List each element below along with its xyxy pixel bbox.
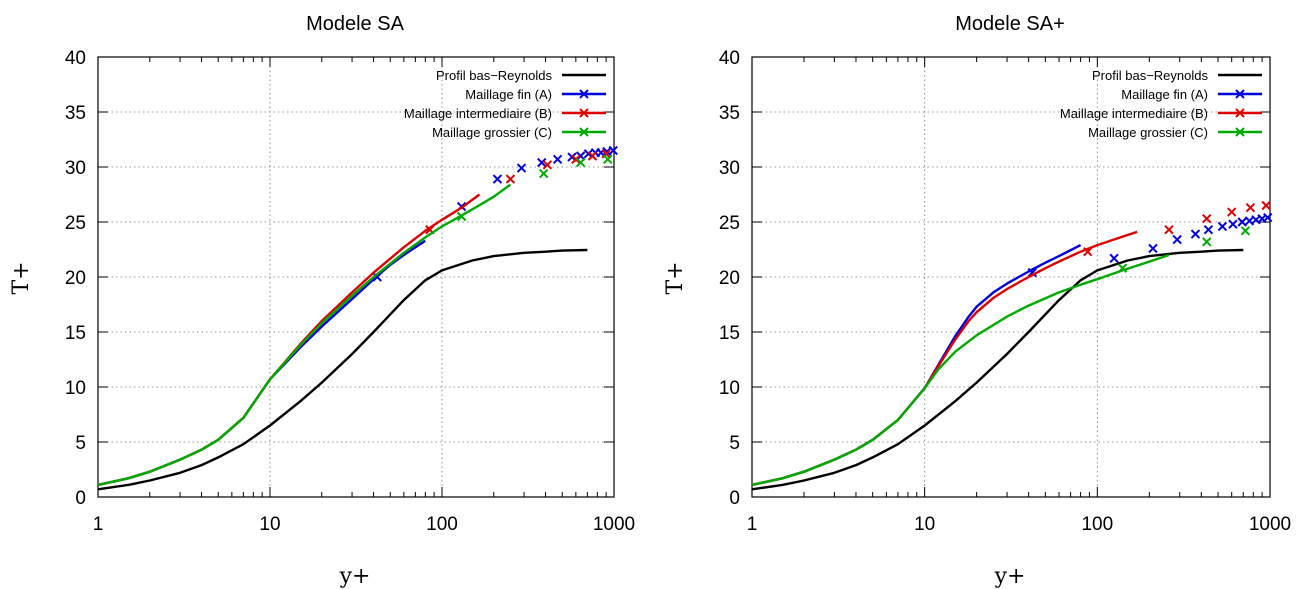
chart-title: Modele SA — [306, 13, 404, 35]
legend-label: Profil bas−Reynolds — [436, 68, 552, 83]
series-line-0 — [97, 248, 588, 491]
data-point-marker — [571, 154, 581, 165]
y-tick-label: 35 — [65, 103, 86, 124]
y-tick-label: 25 — [65, 213, 86, 234]
plot-frame — [97, 56, 615, 498]
y-tick-label: 35 — [719, 103, 740, 124]
x-tick-label: 1000 — [593, 514, 635, 535]
series-line-0 — [751, 248, 1244, 491]
y-tick-label: 20 — [719, 268, 740, 289]
x-tick-label: 100 — [426, 514, 458, 535]
legend-label: Maillage fin (A) — [1121, 87, 1208, 102]
data-point-marker — [372, 272, 382, 282]
chart-panel-modele-sa: Modele SA y+ T+ 1 10 100 1000 0 5 10 15 20 25 30 35… — [9, 13, 635, 589]
legend-label: Maillage intermediaire (B) — [1060, 106, 1208, 121]
series-line-2 — [751, 230, 1138, 487]
series-line-3 — [97, 183, 512, 487]
data-point-marker — [537, 157, 547, 168]
y-axis-label: T+ — [663, 261, 688, 294]
x-tick-label: 10 — [914, 514, 935, 535]
data-point-marker — [1202, 237, 1212, 247]
y-tick-label: 0 — [729, 488, 740, 509]
y-tick-label: 15 — [719, 323, 740, 344]
data-point-marker — [552, 154, 563, 165]
data-point-marker — [505, 174, 516, 184]
data-point-marker — [587, 151, 598, 161]
data-point-marker — [516, 163, 527, 173]
data-point-marker — [1237, 217, 1247, 227]
y-tick-label: 10 — [719, 378, 740, 399]
y-tick-label: 20 — [65, 268, 86, 289]
legend-marker — [1235, 89, 1245, 99]
data-point-marker — [1261, 200, 1271, 211]
data-point-marker — [1263, 212, 1273, 223]
y-tick-label: 10 — [65, 378, 86, 399]
chart-panel-modele-sa-plus: Modele SA+ y+ T+ 1 10 100 1000 0 5 10 15 20 25 30 3… — [663, 13, 1291, 589]
x-axis-label: y+ — [994, 564, 1026, 589]
x-tick-label: 1000 — [1249, 514, 1291, 535]
data-point-marker — [538, 168, 549, 179]
legend-label: Maillage fin (A) — [465, 87, 552, 102]
legend-label: Maillage grossier (C) — [1088, 125, 1208, 140]
data-point-marker — [1245, 202, 1256, 213]
x-tick-label: 1 — [93, 514, 104, 535]
data-point-marker — [603, 154, 613, 165]
plot-frame — [751, 56, 1271, 498]
legend-marker — [1235, 127, 1245, 137]
data-point-marker — [1164, 224, 1174, 235]
y-tick-label: 40 — [65, 48, 86, 69]
x-tick-label: 1 — [747, 514, 758, 535]
y-tick-label: 15 — [65, 323, 86, 344]
data-point-marker — [1226, 207, 1237, 217]
legend-marker — [1235, 108, 1245, 118]
legend-label: Maillage intermediaire (B) — [404, 106, 552, 121]
data-point-marker — [1240, 226, 1251, 236]
data-point-marker — [1203, 224, 1214, 235]
y-axis-label: T+ — [9, 261, 34, 294]
y-tick-label: 5 — [75, 433, 86, 454]
data-point-marker — [492, 174, 503, 184]
y-tick-label: 40 — [719, 48, 740, 69]
data-point-marker — [1172, 234, 1182, 245]
data-point-marker — [1190, 229, 1201, 239]
legend-marker — [579, 127, 589, 137]
legend-label: Profil bas−Reynolds — [1092, 68, 1208, 83]
x-axis-label: y+ — [339, 564, 371, 589]
y-tick-label: 25 — [719, 213, 740, 234]
legend-marker — [579, 108, 589, 118]
legend-label: Maillage grossier (C) — [432, 125, 552, 140]
series-line-3 — [751, 253, 1170, 487]
y-tick-label: 5 — [729, 433, 740, 454]
data-point-marker — [1109, 253, 1119, 264]
y-tick-label: 30 — [719, 158, 740, 179]
data-point-marker — [608, 145, 618, 156]
data-point-marker — [601, 149, 611, 159]
chart-title: Modele SA+ — [955, 13, 1065, 35]
data-point-marker — [1083, 246, 1093, 257]
data-point-marker — [1117, 263, 1128, 273]
y-tick-label: 30 — [65, 158, 86, 179]
y-tick-label: 0 — [75, 488, 86, 509]
x-tick-label: 10 — [259, 514, 280, 535]
data-point-marker — [1148, 243, 1158, 254]
data-point-marker — [1217, 221, 1228, 232]
data-point-marker — [1228, 219, 1238, 229]
series-line-2 — [97, 193, 481, 487]
data-point-marker — [542, 160, 553, 170]
legend-marker — [579, 89, 589, 99]
data-point-marker — [1202, 213, 1212, 224]
data-point-marker — [575, 157, 586, 168]
data-point-marker — [456, 211, 467, 222]
x-tick-label: 100 — [1081, 514, 1113, 535]
series-line-1 — [751, 244, 1082, 487]
